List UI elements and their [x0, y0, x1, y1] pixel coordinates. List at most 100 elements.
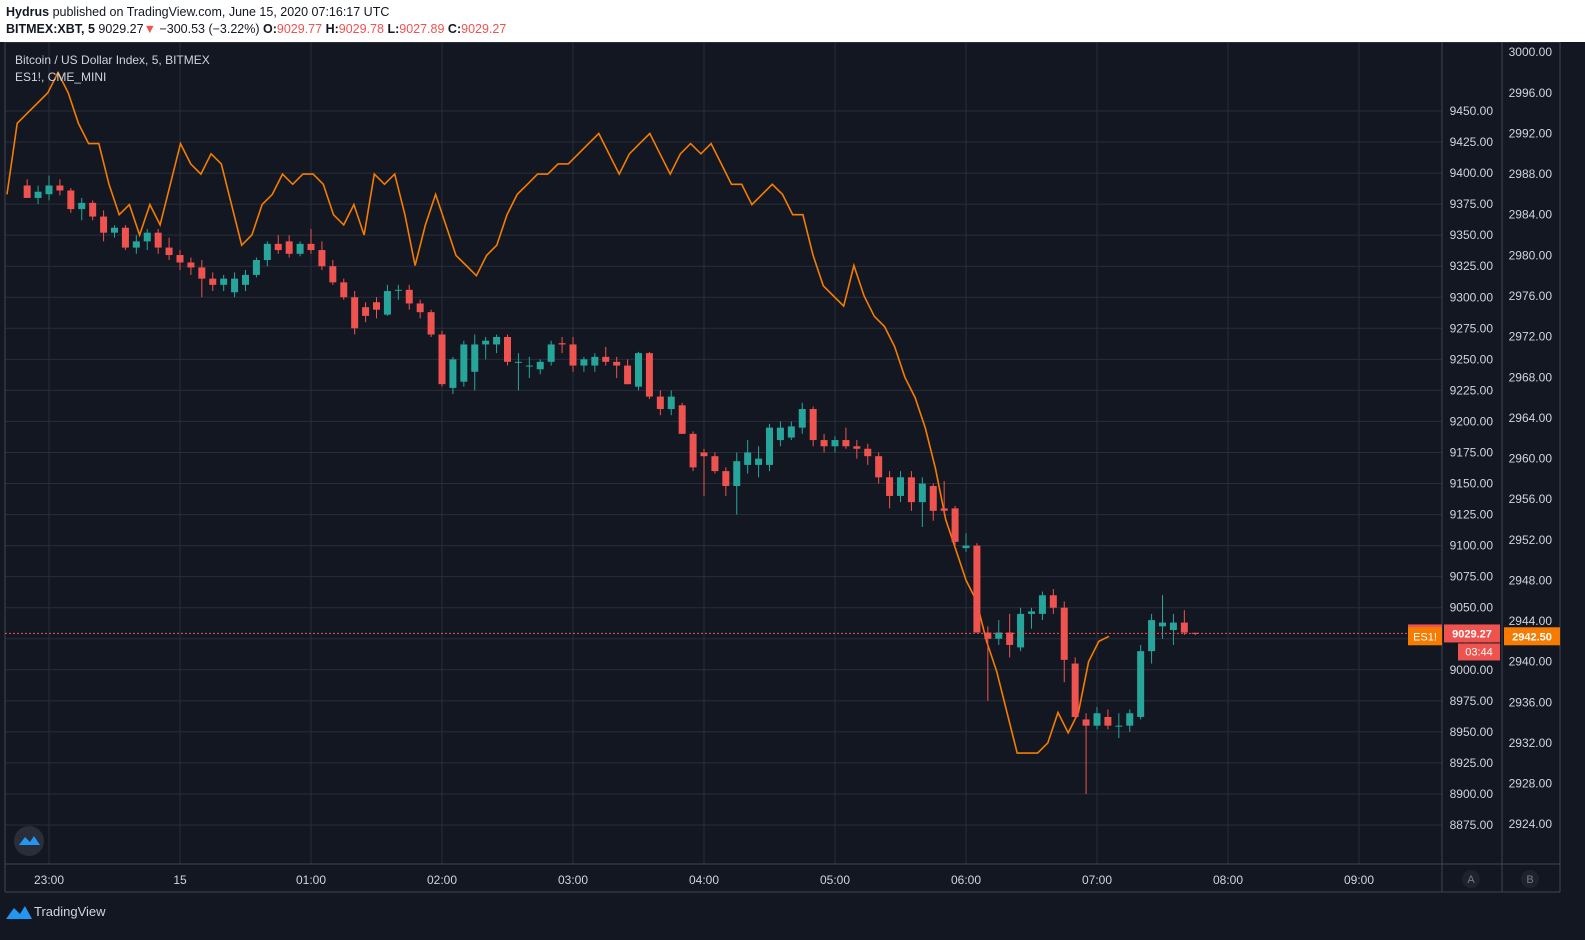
tradingview-cloud-icon	[19, 836, 40, 845]
candle-body	[56, 185, 64, 191]
candle-body	[329, 266, 337, 283]
right-axis-tick-label: 2952.00	[1509, 533, 1553, 547]
candle-body	[373, 302, 380, 310]
candle-body	[89, 202, 97, 217]
high-label: H:	[325, 22, 339, 36]
price-chart[interactable]: 9450.00 9425.00 9400.00 9375.00 9350.00 9325.…	[0, 41, 1585, 900]
chart-area[interactable]: 9450.00 9425.00 9400.00 9375.00 9350.00 9325.…	[0, 41, 1585, 900]
candle-body	[787, 426, 795, 438]
left-axis-tick-label: 8975.00	[1450, 694, 1494, 708]
candle-body	[886, 477, 894, 496]
author-name[interactable]: Hydrus	[6, 5, 50, 19]
candle-body	[635, 353, 642, 387]
right-axis-tick-label: 2992.00	[1509, 126, 1553, 140]
candle-body	[547, 344, 555, 362]
time-axis-tick-label: 03:00	[558, 873, 588, 887]
candle-body	[1060, 607, 1068, 660]
left-axis-tick-label: 9000.00	[1450, 663, 1494, 677]
right-scale-label: B	[1526, 874, 1533, 886]
candle-body	[78, 202, 86, 210]
right-axis-tick-label: 2968.00	[1509, 370, 1553, 384]
symbol-line: BITMEX:XBT, 5 9029.27▼ −300.53 (−3.22%) …	[6, 22, 506, 36]
grid-lines	[5, 42, 1442, 864]
high-value: 9029.78	[338, 22, 384, 36]
candle-body	[504, 336, 511, 362]
es1-symbol-tag	[1408, 627, 1442, 646]
candle-body	[100, 216, 108, 233]
candle-body	[907, 477, 915, 503]
right-axis-tick-label: 2976.00	[1509, 289, 1553, 303]
candle-body	[962, 545, 970, 549]
left-axis-tick-label: 9125.00	[1450, 508, 1494, 522]
right-scale-button[interactable]	[1521, 870, 1539, 888]
compare-line-es1	[6, 70, 1110, 754]
time-axis-tick-label: 07:00	[1082, 873, 1112, 887]
xbt-price-tag	[1444, 624, 1500, 643]
right-axis-tick-label: 2940.00	[1509, 655, 1553, 669]
candle-body	[951, 508, 959, 542]
auto-scale-label: A	[1467, 874, 1475, 886]
right-axis-tick-label: 2948.00	[1509, 573, 1553, 587]
right-axis-tick-label: 2980.00	[1509, 248, 1553, 262]
candle-body	[536, 361, 544, 370]
right-axis-tick-label: 2936.00	[1509, 695, 1553, 709]
tradingview-brand[interactable]: TradingView	[34, 904, 106, 919]
candle-body	[67, 190, 75, 210]
candle-body	[111, 227, 118, 233]
time-axis[interactable]: 23:00 15 01:00 02:00 03:00 04:00 05:00 06:00 07:…	[34, 873, 1374, 887]
right-price-axis[interactable]: 3000.00 2996.00 2992.00 2988.00 2984.00 2980.…	[1509, 45, 1553, 831]
left-axis-tick-label: 9275.00	[1450, 321, 1494, 335]
candle-body	[351, 297, 359, 329]
candle-body	[766, 427, 773, 465]
candle-body	[209, 278, 217, 285]
candle-body	[831, 440, 839, 447]
candle-body	[755, 458, 763, 465]
candle-body	[973, 545, 981, 633]
candle-body	[733, 461, 741, 487]
auto-scale-button[interactable]	[1462, 870, 1480, 888]
symbol-name: BITMEX:XBT, 5	[6, 22, 95, 36]
left-axis-tick-label: 9175.00	[1450, 445, 1494, 459]
left-axis-tick-label: 9225.00	[1450, 383, 1494, 397]
candle-body	[1093, 713, 1101, 726]
candle-body	[1115, 725, 1123, 727]
down-arrow-icon: ▼	[143, 22, 156, 36]
candlestick-series	[23, 175, 1199, 794]
left-axis-tick-label: 8950.00	[1450, 725, 1494, 739]
compare-series-es1	[6, 70, 1110, 754]
candle-body	[624, 365, 632, 385]
candle-body	[656, 396, 664, 410]
countdown-tag	[1458, 643, 1500, 661]
tv-logo-button[interactable]	[14, 826, 44, 856]
candle-body	[776, 427, 784, 441]
low-value: 9027.89	[399, 22, 445, 36]
candle-body	[405, 289, 413, 304]
close-label: C:	[447, 22, 462, 36]
candle-body	[580, 359, 588, 366]
candle-body	[471, 344, 479, 372]
xbt-price-label: 9029.27	[1452, 628, 1492, 640]
candle-body	[602, 356, 610, 362]
candle-body	[809, 409, 817, 441]
candle-body	[307, 243, 315, 251]
candle-body	[1169, 622, 1177, 631]
candle-body	[591, 356, 599, 366]
legend-compare-series: ES1!, CME_MINI	[15, 70, 106, 84]
candle-body	[689, 433, 697, 468]
candle-body	[252, 260, 260, 275]
left-axis-tick-label: 9100.00	[1450, 539, 1494, 553]
candle-body	[449, 359, 457, 388]
left-axis-tick-label: 8900.00	[1450, 787, 1494, 801]
candle-body	[394, 289, 402, 291]
candle-body	[296, 243, 304, 254]
candle-body	[23, 185, 31, 198]
candle-body	[1082, 719, 1090, 726]
right-axis-tick-label: 2960.00	[1509, 452, 1553, 466]
candle-body	[569, 344, 577, 366]
right-axis-tick-label: 2988.00	[1509, 167, 1553, 181]
candle-body	[460, 344, 468, 382]
legend-main-series: Bitcoin / US Dollar Index, 5, BITMEX	[15, 53, 210, 67]
candle-body	[853, 446, 861, 449]
candle-body	[1148, 620, 1156, 652]
candle-body	[842, 440, 850, 447]
